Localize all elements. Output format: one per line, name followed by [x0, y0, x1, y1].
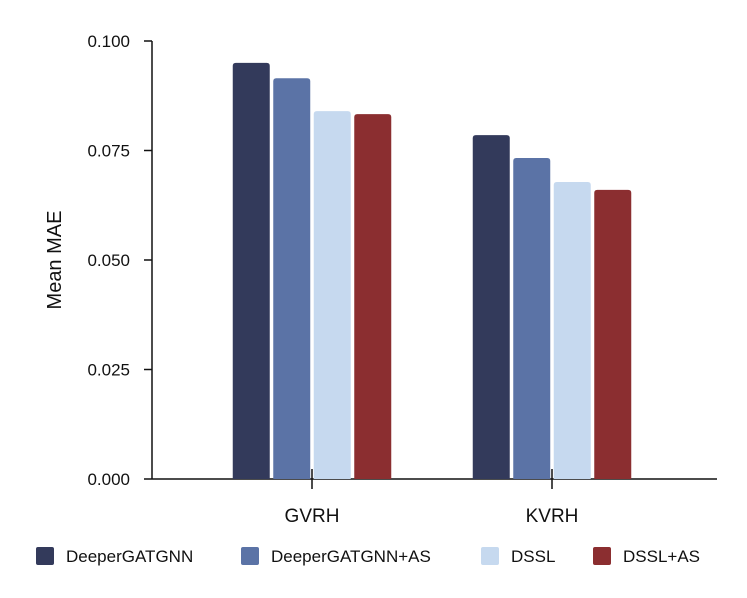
legend: DeeperGATGNN DeeperGATGNN+AS DSSL DSSL+AS: [36, 547, 700, 566]
y-tick-label: 0.025: [87, 361, 130, 380]
y-axis-title: Mean MAE: [44, 211, 66, 310]
x-axis-ticks: GVRH KVRH: [285, 469, 579, 527]
bars: [232, 62, 632, 480]
legend-label: DSSL: [511, 547, 555, 566]
bar-kvrh-dssl: [553, 182, 591, 479]
x-tick-label: GVRH: [285, 506, 340, 527]
legend-swatch: [593, 547, 611, 565]
legend-swatch: [481, 547, 499, 565]
y-tick-label: 0.075: [87, 142, 130, 161]
legend-label: DSSL+AS: [623, 547, 700, 566]
bar-gvrh-dssl: [313, 111, 351, 479]
bar-kvrh-deepergatgnn-plus-as: [513, 157, 551, 480]
y-axis-ticks: 0.000 0.025 0.050 0.075 0.100: [87, 32, 152, 489]
legend-swatch: [241, 547, 259, 565]
bar-kvrh-dssl-plus-as: [594, 189, 632, 480]
legend-label: DeeperGATGNN+AS: [271, 547, 431, 566]
bar-gvrh-deepergatgnn-plus-as: [273, 78, 311, 479]
x-tick-label: KVRH: [526, 506, 579, 527]
bar-gvrh-dssl-plus-as: [354, 114, 392, 480]
y-tick-label: 0.050: [87, 251, 130, 270]
legend-label: DeeperGATGNN: [66, 547, 193, 566]
legend-swatch: [36, 547, 54, 565]
bar-gvrh-deepergatgnn: [232, 62, 270, 480]
bar-kvrh-deepergatgnn: [472, 135, 510, 480]
y-tick-label: 0.100: [87, 32, 130, 51]
y-tick-label: 0.000: [87, 470, 130, 489]
